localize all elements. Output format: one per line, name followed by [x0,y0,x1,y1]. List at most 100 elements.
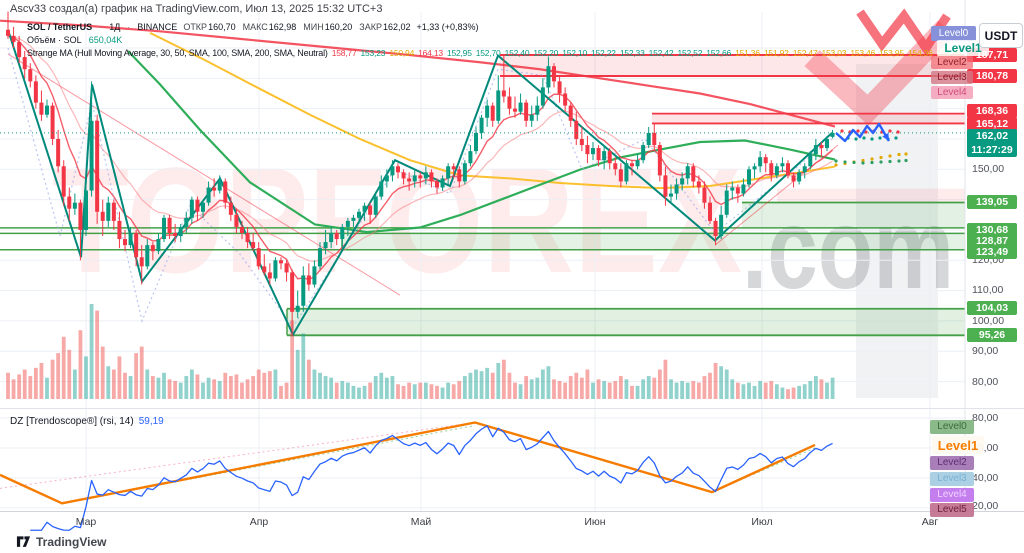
candle-body [468,151,473,164]
volume-bar [240,382,244,399]
volume-bar [134,353,139,399]
projection-dot [854,137,858,141]
level-label-sub[interactable]: Level5 [930,503,974,517]
interval-label[interactable]: 1Д [109,22,121,32]
rsi-axis-tick: 80,00 [972,412,999,424]
volume-bar [234,374,239,399]
legend-separator: · [127,22,131,32]
volume-bar [457,380,462,399]
candle-body [518,102,523,112]
candle-body [390,166,395,176]
candle-body [412,175,417,182]
projection-dot [897,152,901,157]
candle-body [429,172,434,182]
candle-body [462,163,467,182]
candle-body [83,190,88,230]
volume-legend-row[interactable]: Объём · SOL 650,04K [27,35,122,45]
level-label-sub[interactable]: Level4 [930,488,974,502]
rsi-indicator-value: 59,19 [138,416,164,427]
rsi-indicator-label[interactable]: DZ [Trendoscope®] (rsi, 14) [10,416,134,427]
candle-body [145,245,150,267]
candle-body [434,181,439,188]
volume-bar [306,359,311,399]
volume-bar [100,346,105,399]
volume-bar [674,382,679,399]
candle-body [122,239,127,246]
candle-body [819,145,824,149]
candle-body [774,166,779,176]
candle-body [813,145,818,155]
candle-body [785,163,790,176]
rsi-green-dotted [711,447,816,493]
volume-bar [284,382,289,399]
volume-bar [162,372,166,399]
volume-bar [256,369,261,399]
volume-bar [95,310,100,399]
candle-body [607,151,612,164]
volume-bar [323,376,328,399]
candle-body [641,145,646,161]
candle-body [752,166,757,170]
candle-body [334,232,339,240]
level-label-sub[interactable]: Level3 [930,472,974,486]
level-label-main[interactable]: Level0 [931,26,976,41]
symbol-title[interactable]: SOL / TetherUS [27,22,93,32]
level-label-sub[interactable]: Level2 [930,456,974,470]
exchange-label[interactable]: BINANCE [137,22,178,32]
tradingview-footer-logo[interactable]: TradingView [16,534,106,549]
level-label-main[interactable]: Level1 [937,40,989,56]
candle-body [284,263,289,273]
candle-body [585,145,590,155]
candle-body [200,202,205,212]
projection-dot [904,152,908,156]
candle-body [368,205,373,215]
volume-bar [156,377,161,399]
drawn-arrow-head [882,133,889,141]
level-label-main[interactable]: Level2 [931,56,973,69]
supply-demand-zone [287,308,965,336]
candle-body [646,132,651,146]
ma-indicator-label[interactable]: Strange MA (Hull Moving Average, 30, 50,… [27,48,328,58]
volume-bar [663,359,668,399]
candle-body [496,90,501,121]
candle-body [106,202,111,221]
candle-body [33,81,38,103]
candle-body [50,105,55,139]
candle-body [741,184,746,194]
candle-body [674,184,679,194]
candle-body [89,120,94,191]
symbol-legend-row[interactable]: SOL / TetherUS · 1Д · BINANCE ОТКР160,70… [27,22,479,32]
candle-body [719,214,724,237]
rsi-indicator-title[interactable]: DZ [Trendoscope®] (rsi, 14) 59,19 [10,416,164,427]
level-label-sub[interactable]: Level1 [932,436,984,454]
ma-value: 152,22 [591,48,616,58]
candle-body [356,211,361,218]
projection-dot [834,159,838,163]
candle-body [479,117,484,133]
volume-bar [39,362,44,399]
volume-bar [735,382,740,399]
candle-body [44,105,49,115]
volume-bar [178,382,183,399]
volume-bar [150,376,155,399]
candle-body [613,163,618,170]
level-label-main[interactable]: Level4 [931,86,973,99]
candle-body [256,248,261,267]
candle-body [28,69,33,82]
volume-bar [513,382,517,399]
price-axis-tick: 80,00 [972,376,999,388]
ma-legend-row[interactable]: Strange MA (Hull Moving Average, 30, 50,… [27,48,975,58]
candle-body [685,166,690,179]
level-label-sub[interactable]: Level0 [930,420,974,434]
candle-body [507,96,512,109]
candle-body [290,272,295,312]
price-axis-tick: 150,00 [972,163,1005,175]
usdt-currency-button[interactable]: USDT [979,23,1023,48]
candle-body [579,138,584,146]
candle-body [117,220,122,240]
ohlc-field: ОТКР160,70 [183,22,236,32]
projection-dot [870,137,874,141]
volume-bar [669,379,673,399]
level-label-main[interactable]: Level3 [931,71,973,84]
